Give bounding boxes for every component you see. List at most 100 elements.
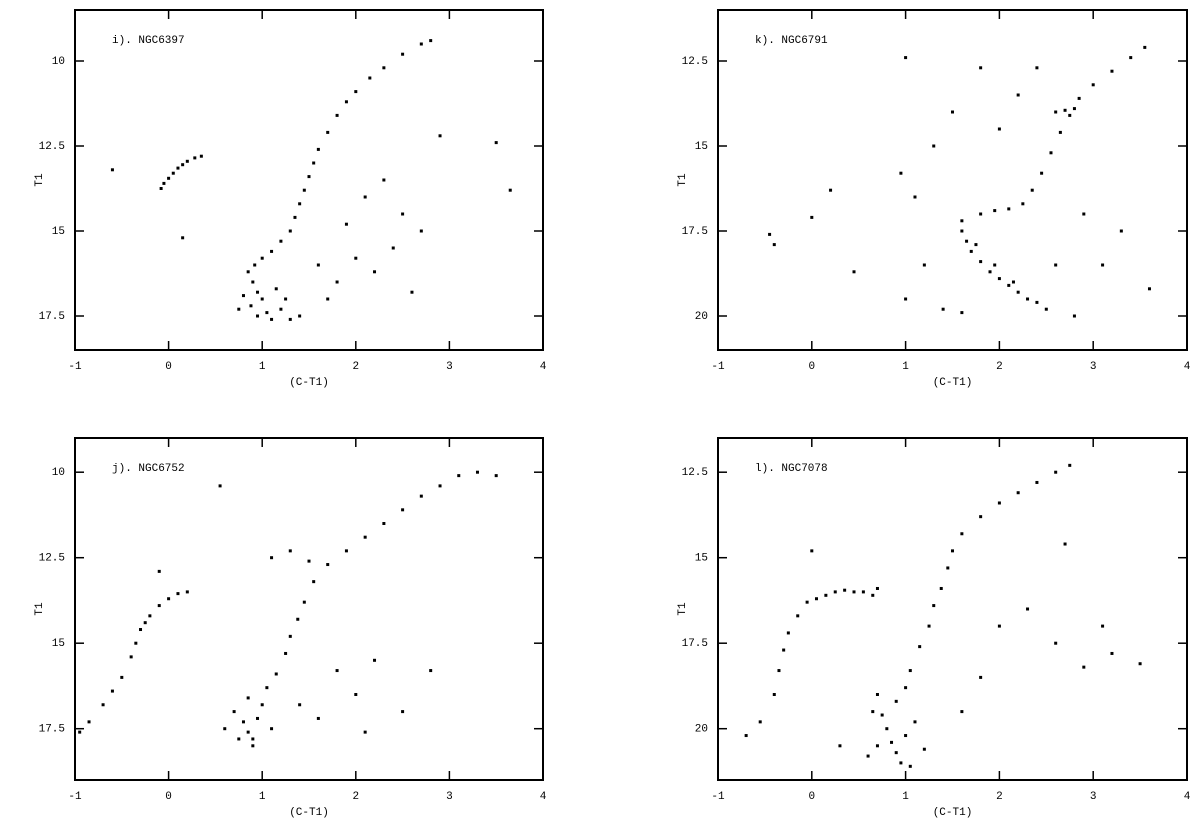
y-axis-label: T1 [34, 602, 46, 616]
star-point [159, 187, 163, 190]
star-point [185, 159, 189, 163]
star-point [129, 655, 133, 659]
star-point [316, 716, 320, 720]
star-point [997, 277, 1001, 281]
x-axis-label: (C-T1) [289, 807, 329, 819]
x-tick-label: -1 [68, 361, 82, 373]
x-tick-label: 3 [446, 361, 453, 373]
star-point [181, 163, 185, 167]
star-point [1007, 283, 1011, 287]
star-point [307, 559, 311, 563]
star-point [344, 222, 348, 226]
star-point [1091, 83, 1095, 87]
x-tick-label: 4 [1184, 791, 1191, 803]
star-point [1077, 96, 1081, 100]
star-point [894, 699, 898, 703]
star-point [176, 166, 180, 170]
plot-frame [717, 437, 1188, 781]
star-point [979, 675, 983, 679]
star-point [908, 669, 912, 673]
star-point [438, 484, 442, 488]
plot-frame [74, 437, 544, 781]
star-point [814, 597, 818, 601]
star-point [185, 590, 189, 594]
star-point [1011, 280, 1015, 284]
star-point [326, 130, 330, 134]
y-axis-label: T1 [677, 602, 689, 616]
star-point [1007, 207, 1011, 211]
x-axis-label: (C-T1) [933, 807, 973, 819]
star-point [1054, 263, 1058, 267]
star-point [241, 720, 245, 724]
star-point [354, 693, 358, 696]
star-point [974, 243, 978, 247]
star-point [997, 501, 1001, 505]
star-point [866, 754, 870, 758]
star-point [363, 195, 367, 199]
star-point [401, 508, 405, 512]
y-axis-label: T1 [677, 173, 689, 187]
star-point [772, 243, 776, 247]
star-point [401, 212, 405, 216]
star-point [939, 586, 943, 590]
star-point [899, 171, 903, 175]
star-point [979, 260, 983, 264]
star-point [782, 648, 786, 652]
star-point [326, 297, 330, 301]
star-point [494, 474, 498, 478]
y-tick-label: 17.5 [39, 311, 65, 323]
star-point [401, 710, 405, 714]
y-tick-label: 15 [52, 638, 65, 650]
plot-frame [74, 9, 544, 351]
star-point [932, 144, 936, 148]
star-point [298, 703, 302, 707]
star-point [894, 751, 898, 755]
panel-title: i). NGC6397 [112, 35, 185, 47]
star-point [312, 580, 316, 584]
x-tick-label: 2 [352, 361, 359, 373]
star-point [419, 229, 423, 233]
star-point [457, 474, 461, 478]
star-point [419, 42, 423, 46]
star-point [354, 256, 358, 260]
star-point [833, 590, 837, 594]
star-point [288, 229, 292, 233]
x-tick-label: 3 [1090, 791, 1097, 803]
x-tick-label: 0 [808, 791, 815, 803]
star-point [1049, 151, 1053, 155]
star-point [904, 734, 908, 738]
panel: -1 0 1 2 3 4 10 12.5 15 17.5 j). NGC6752 (C-T1) T1 [34, 437, 547, 819]
y-tick-label: 20 [695, 311, 708, 323]
star-point [1021, 202, 1025, 206]
star-point [908, 764, 912, 768]
star-point [429, 669, 433, 673]
star-point [298, 202, 302, 206]
star-point [880, 713, 884, 717]
star-point [965, 239, 969, 243]
star-point [279, 307, 283, 311]
star-point [344, 100, 348, 104]
star-point [344, 549, 348, 553]
star-point [1068, 463, 1072, 467]
star-point [875, 693, 879, 696]
star-point [744, 734, 748, 738]
x-tick-label: -1 [68, 791, 82, 803]
star-point [157, 604, 161, 608]
panel-title: l). NGC7078 [755, 463, 828, 475]
star-point [316, 147, 320, 151]
star-point [134, 641, 138, 645]
star-point [237, 737, 241, 741]
star-point [251, 744, 255, 748]
y-tick-label: 20 [695, 724, 708, 736]
star-point [296, 617, 300, 621]
star-point [199, 154, 203, 158]
panel: -1 0 1 2 3 4 12.5 15 17.5 20 k). NGC6791 (C-T1) T1 [677, 9, 1191, 389]
star-point [288, 317, 292, 321]
star-point [810, 549, 814, 553]
x-tick-label: 0 [165, 361, 172, 373]
star-point [1016, 93, 1020, 97]
star-point [875, 586, 879, 590]
star-point [786, 631, 790, 635]
star-point [193, 156, 197, 160]
star-point [922, 263, 926, 267]
